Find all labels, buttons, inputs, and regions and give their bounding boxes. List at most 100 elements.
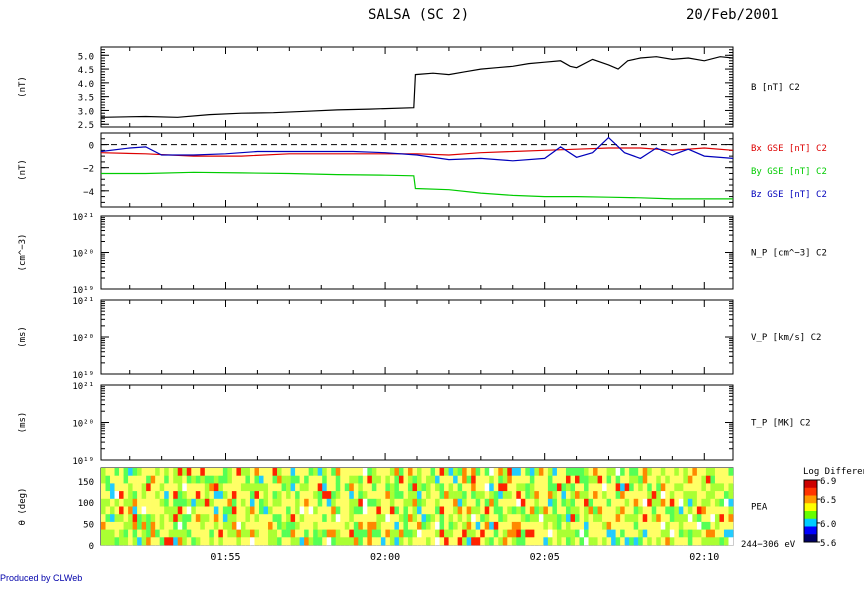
heatmap-cell [421, 475, 427, 484]
heatmap-cell [430, 521, 436, 530]
heatmap-cell [385, 506, 391, 515]
heatmap-cell [394, 498, 400, 507]
y-tick-label: 2.5 [78, 121, 94, 131]
heatmap-cell [714, 491, 720, 500]
heatmap-cell [529, 521, 535, 530]
heatmap-cell [647, 537, 653, 546]
heatmap-cell [101, 529, 106, 538]
heatmap-cell [620, 514, 625, 523]
heatmap-cell [317, 498, 323, 507]
heatmap-cell [353, 498, 359, 507]
heatmap-cell [543, 521, 549, 530]
heatmap-cell [164, 475, 170, 484]
heatmap-cell [277, 491, 282, 500]
heatmap-cell [105, 514, 111, 523]
heatmap-cell [444, 491, 449, 500]
series-label: B [nT] C2 [751, 83, 800, 93]
heatmap-cell [552, 468, 558, 476]
heatmap-cell [696, 491, 702, 500]
heatmap-cell [249, 529, 255, 538]
heatmap-cell [385, 491, 391, 500]
heatmap-cell [444, 521, 449, 530]
heatmap-cell [647, 468, 653, 476]
heatmap-cell [137, 491, 142, 500]
heatmap-cell [376, 514, 382, 523]
heatmap-cell [222, 498, 228, 507]
heatmap-cell [507, 529, 513, 538]
heatmap-cell [448, 521, 454, 530]
heatmap-cell [453, 468, 458, 476]
heatmap-cell [380, 468, 386, 476]
heatmap-cell [665, 468, 671, 476]
heatmap-cell [394, 537, 400, 546]
heatmap-cell [259, 483, 264, 492]
heatmap-cell [398, 537, 404, 546]
heatmap-cell [367, 529, 373, 538]
heatmap-cell [507, 498, 513, 507]
heatmap-cell [218, 514, 224, 523]
heatmap-cell [245, 506, 251, 515]
heatmap-cell [389, 514, 395, 523]
heatmap-cell [137, 498, 142, 507]
heatmap-cell [173, 498, 179, 507]
heatmap-cell [588, 475, 594, 484]
series-line-bx-gse-nt-c2 [100, 147, 734, 157]
heatmap-cell [584, 506, 589, 515]
heatmap-cell [525, 529, 531, 538]
heatmap-cell [489, 498, 495, 507]
heatmap-cell [507, 521, 513, 530]
y-tick-label: 50 [83, 521, 94, 531]
heatmap-cell [547, 537, 553, 546]
heatmap-cell [376, 521, 382, 530]
heatmap-cell [240, 521, 246, 530]
heatmap-cell [290, 498, 296, 507]
heatmap-cell [195, 475, 201, 484]
y-tick-label: 3.0 [78, 107, 94, 117]
heatmap-cell [575, 491, 580, 500]
heatmap-cell [353, 483, 359, 492]
heatmap-cell [538, 514, 544, 523]
heatmap-cell [421, 529, 427, 538]
heatmap-cell [218, 468, 224, 476]
heatmap-cell [674, 514, 680, 523]
heatmap-cell [353, 468, 359, 476]
heatmap-cell [295, 483, 300, 492]
heatmap-cell [344, 483, 350, 492]
heatmap-cell [705, 498, 711, 507]
heatmap-cell [218, 475, 224, 484]
heatmap-cell [358, 514, 364, 523]
heatmap-cell [484, 468, 490, 476]
heatmap-cell [403, 529, 409, 538]
heatmap-cell [633, 483, 639, 492]
heatmap-cell [407, 537, 413, 546]
heatmap-cell [543, 468, 549, 476]
heatmap-cell [638, 529, 644, 538]
heatmap-cell [674, 491, 680, 500]
heatmap-cell [511, 468, 517, 476]
heatmap-cell [710, 529, 716, 538]
heatmap-cell [624, 514, 630, 523]
heatmap-cell [177, 491, 183, 500]
heatmap-cell [516, 483, 522, 492]
heatmap-cell [417, 483, 422, 492]
heatmap-cell [430, 468, 436, 476]
heatmap-cell [556, 529, 562, 538]
heatmap-cell [529, 468, 535, 476]
heatmap-cell [141, 468, 147, 476]
heatmap-cell [182, 537, 188, 546]
heatmap-cell [439, 506, 445, 515]
heatmap-cell [453, 483, 458, 492]
chart-date: 20/Feb/2001 [686, 7, 779, 23]
heatmap-cell [304, 498, 309, 507]
heatmap-cell [421, 514, 427, 523]
heatmap-cell [692, 475, 698, 484]
heatmap-cell [398, 491, 404, 500]
heatmap-cell [380, 514, 386, 523]
heatmap-cell [611, 506, 616, 515]
heatmap-cell [407, 483, 413, 492]
heatmap-cell [385, 537, 391, 546]
heatmap-cell [584, 521, 589, 530]
heatmap-cell [471, 506, 476, 515]
heatmap-cell [683, 537, 689, 546]
